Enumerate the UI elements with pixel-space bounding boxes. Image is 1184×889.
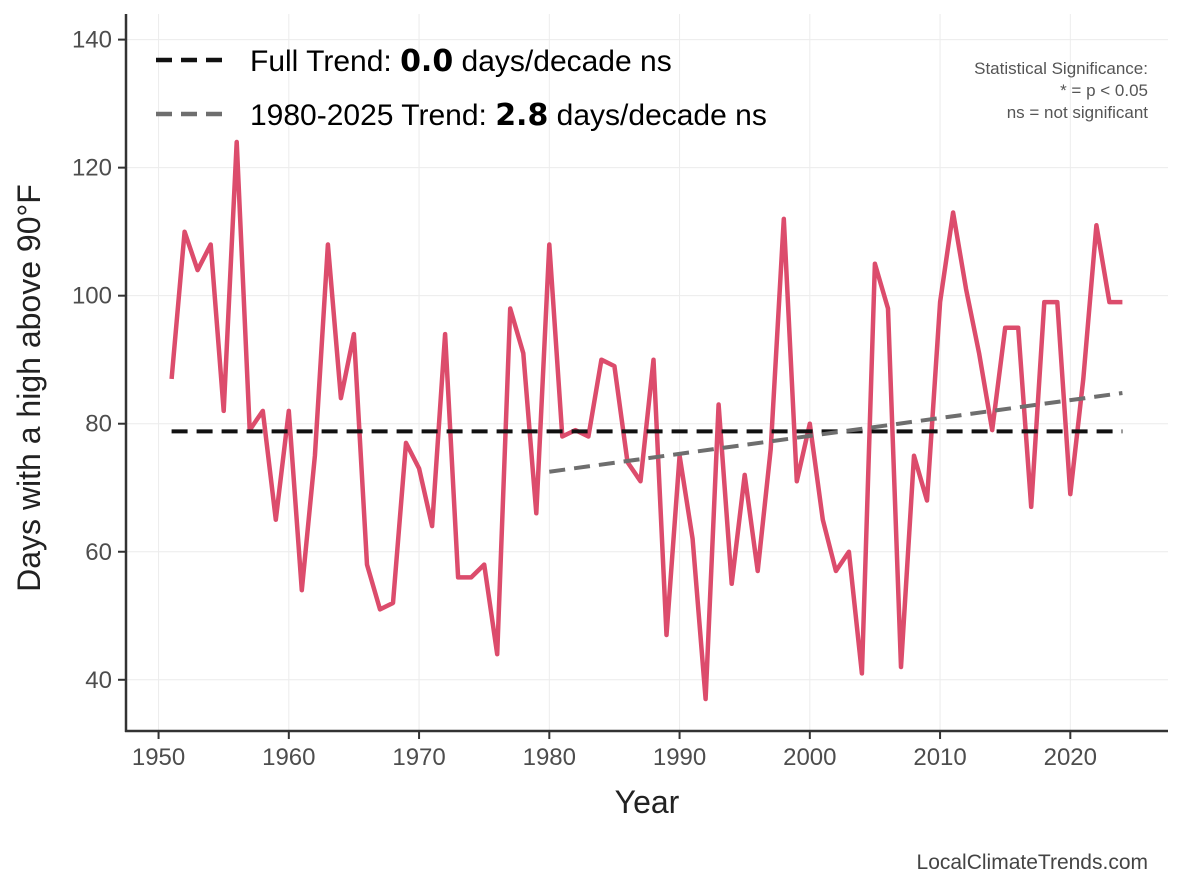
trend-lines: [171, 391, 1123, 474]
legend: Full Trend: 0.0 days/decade ns 1980-2025 …: [156, 44, 767, 133]
y-tick-label: 100: [72, 283, 112, 310]
data-series: [169, 139, 1123, 702]
significance-note: Statistical Significance: * = p < 0.05 ns …: [974, 59, 1148, 122]
x-tick-label: 2000: [783, 744, 836, 771]
legend-entry: 1980-2025 Trend: 2.8 days/decade ns: [250, 98, 767, 133]
axes: 40 60 80 100 120 140 1950 1960 1970 1980 1990 2000 2…: [72, 14, 1168, 771]
significance-note-line: ns = not significant: [1007, 103, 1149, 122]
x-tick-label: 1980: [523, 744, 576, 771]
x-axis-title: Year: [615, 784, 680, 820]
y-tick-label: 140: [72, 27, 112, 54]
x-tick-label: 1990: [653, 744, 706, 771]
x-tick-label: 1950: [132, 744, 185, 771]
x-tick-label: 2020: [1044, 744, 1097, 771]
y-axis-title: Days with a high above 90°F: [11, 184, 47, 592]
y-tick-label: 80: [85, 411, 112, 438]
x-tick-label: 1970: [392, 744, 445, 771]
x-tick-label: 2010: [913, 744, 966, 771]
y-tick-label: 120: [72, 155, 112, 182]
significance-note-line: * = p < 0.05: [1060, 81, 1148, 100]
legend-entry: Full Trend: 0.0 days/decade ns: [250, 44, 672, 79]
significance-note-line: Statistical Significance:: [974, 59, 1148, 78]
grid: [126, 14, 1168, 731]
recent-trend-line: [549, 391, 1123, 474]
y-tick-label: 40: [85, 667, 112, 694]
x-tick-label: 1960: [262, 744, 315, 771]
y-tick-label: 60: [85, 539, 112, 566]
series-line: [169, 139, 1123, 702]
credit-text: LocalClimateTrends.com: [917, 851, 1148, 874]
